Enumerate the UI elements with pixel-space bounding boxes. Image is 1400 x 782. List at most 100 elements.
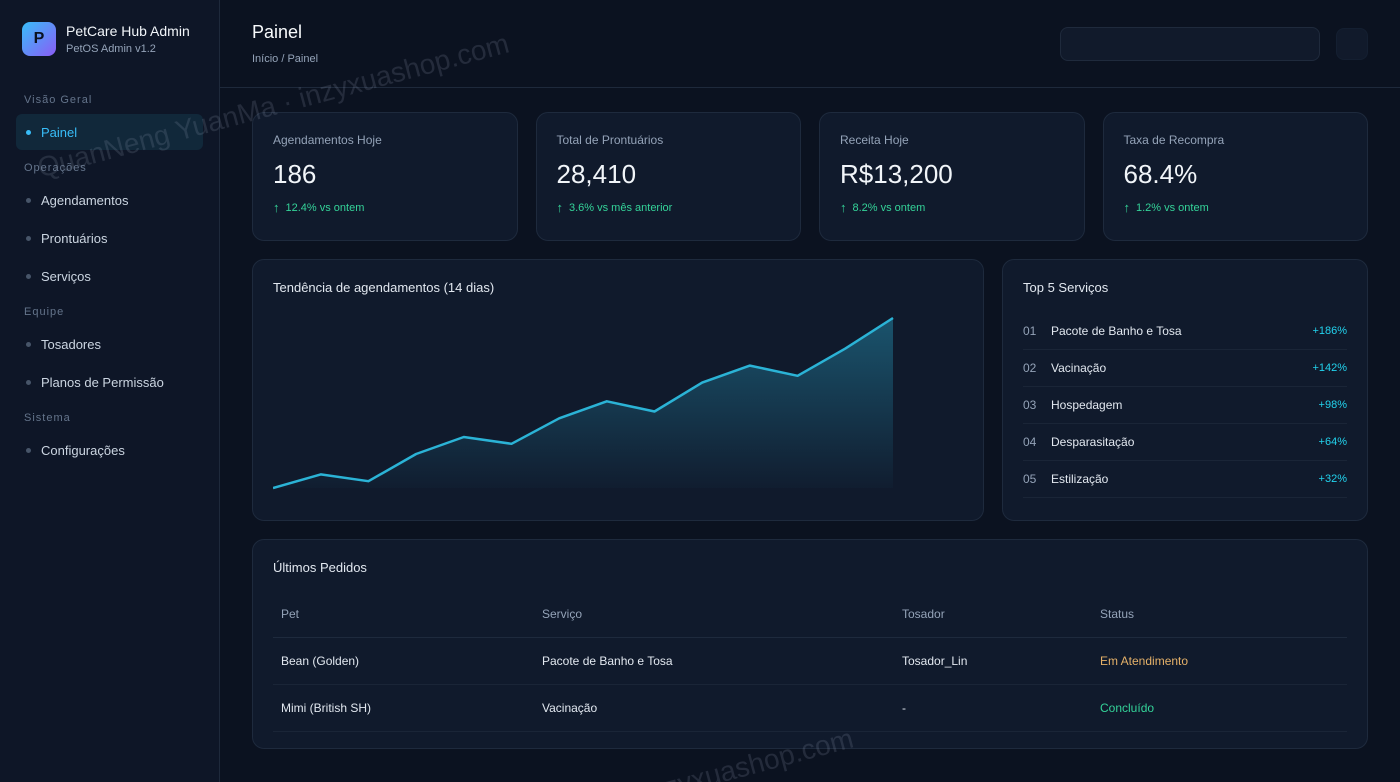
brand-logo: P [22, 22, 56, 56]
arrow-up-icon: ↑ [840, 200, 847, 215]
service-rank: 05 [1023, 472, 1037, 486]
cell-groomer: Tosador_Lin [894, 637, 1092, 685]
chart-series-line [273, 316, 894, 490]
stat-value: 28,410 [556, 159, 637, 189]
chart-point [653, 410, 657, 414]
arrow-up-icon: ↑ [273, 200, 280, 215]
sidebar-item-servicos[interactable]: Serviços [16, 258, 203, 294]
orders-table: Pet Serviço Tosador Status Bean (Golden)… [273, 591, 1347, 732]
sidebar-item-configuracoes[interactable]: Configurações [16, 432, 203, 468]
nav-dot-icon [26, 129, 31, 135]
stat-label: Agendamentos Hoje [273, 133, 382, 147]
top-services-card: Top 5 Serviços 01 Pacote de Banho e Tosa… [1002, 259, 1368, 521]
service-name: Estilização [1051, 472, 1109, 486]
nav-section-overview: Visão Geral [24, 94, 93, 106]
stat-change-text: 12.4% vs ontem [285, 201, 365, 214]
orders-title: Últimos Pedidos [273, 560, 367, 575]
chart-point [748, 364, 752, 368]
column-header-status: Status [1092, 591, 1347, 638]
sidebar-item-agendamentos[interactable]: Agendamentos [16, 182, 203, 218]
stat-card-appointments: Agendamentos Hoje 186 ↑ 12.4% vs ontem [252, 112, 518, 241]
chart-point [700, 381, 704, 385]
table-header-row: Pet Serviço Tosador Status [273, 591, 1347, 638]
service-name: Pacote de Banho e Tosa [1051, 324, 1182, 338]
table-row[interactable]: Mimi (British SH) Vacinação - Concluído [273, 684, 1347, 732]
service-change: +64% [1318, 436, 1347, 448]
status-badge: Concluído [1092, 684, 1347, 732]
nav-dot-icon [26, 197, 31, 203]
list-item[interactable]: 04 Desparasitação +64% [1023, 424, 1347, 461]
service-name: Hospedagem [1051, 398, 1123, 412]
page-title: Painel [252, 22, 303, 42]
column-header-service: Serviço [534, 591, 894, 638]
nav-dot-icon [26, 447, 31, 453]
sidebar-item-planos-permissao[interactable]: Planos de Permissão [16, 364, 203, 400]
stat-label: Taxa de Recompra [1123, 133, 1225, 147]
chart-point [605, 399, 609, 403]
sidebar-item-label: Painel [41, 124, 78, 140]
topbar: Painel Início / Painel [220, 0, 1400, 88]
breadcrumb: Início / Painel [252, 53, 319, 65]
column-header-pet: Pet [273, 591, 534, 638]
top-services-title: Top 5 Serviços [1023, 280, 1109, 295]
stat-change-text: 3.6% vs mês anterior [569, 201, 673, 214]
list-item[interactable]: 03 Hospedagem +98% [1023, 387, 1347, 424]
cell-pet: Mimi (British SH) [273, 684, 534, 732]
list-item[interactable]: 02 Vacinação +142% [1023, 350, 1347, 387]
brand-subtitle: PetOS Admin v1.2 [66, 43, 156, 55]
chart-point [796, 374, 800, 378]
search-input[interactable] [1060, 27, 1320, 61]
stat-label: Total de Prontuários [556, 133, 664, 147]
main-area: Painel Início / Painel Agendamentos Hoje… [220, 0, 1400, 782]
service-name: Vacinação [1051, 361, 1107, 375]
nav-dot-icon [26, 379, 31, 385]
service-name: Desparasitação [1051, 435, 1135, 449]
sidebar-item-label: Planos de Permissão [41, 374, 164, 390]
nav-dot-icon [26, 341, 31, 347]
sidebar-item-label: Serviços [41, 268, 91, 284]
stat-card-repurchase: Taxa de Recompra 68.4% ↑ 1.2% vs ontem [1102, 112, 1368, 241]
stat-change-text: 1.2% vs ontem [1136, 201, 1209, 214]
service-change: +32% [1318, 473, 1347, 485]
stat-change: ↑ 3.6% vs mês anterior [557, 200, 781, 215]
nav-dot-icon [26, 273, 31, 279]
chart-point [414, 452, 418, 456]
service-change: +98% [1318, 399, 1347, 411]
stat-change: ↑ 1.2% vs ontem [1124, 200, 1348, 215]
sidebar-item-prontuarios[interactable]: Prontuários [16, 220, 203, 256]
stat-value: 68.4% [1123, 159, 1198, 189]
nav-section-operations: Operações [24, 162, 87, 174]
orders-card: Últimos Pedidos Pet Serviço Tosador Stat… [252, 539, 1368, 749]
service-rank: 01 [1023, 324, 1037, 338]
sidebar-item-label: Tosadores [41, 336, 101, 352]
arrow-up-icon: ↑ [1123, 200, 1131, 215]
chart-point [366, 479, 370, 483]
cell-pet: Bean (Golden) [273, 637, 534, 685]
chart-point [462, 435, 466, 439]
service-rank: 03 [1023, 398, 1037, 412]
service-change: +142% [1312, 362, 1347, 374]
nav-dot-icon [26, 235, 31, 241]
sidebar-item-label: Prontuários [41, 230, 108, 246]
notification-button[interactable] [1336, 28, 1368, 60]
stats-row: Agendamentos Hoje 186 ↑ 12.4% vs ontem T… [252, 112, 1368, 241]
sidebar-item-painel[interactable]: Painel [16, 114, 203, 150]
sidebar-item-tosadores[interactable]: Tosadores [16, 326, 203, 362]
table-row[interactable]: Bean (Golden) Pacote de Banho e Tosa Tos… [273, 637, 1347, 685]
chart-point [319, 472, 323, 476]
chart-point [891, 316, 895, 320]
trend-chart-card: Tendência de agendamentos (14 dias) [252, 259, 984, 521]
cell-service: Pacote de Banho e Tosa [534, 637, 894, 685]
chart-point [843, 347, 847, 351]
brand: P PetCare Hub Admin PetOS Admin v1.2 [16, 22, 203, 56]
stat-change: ↑ 8.2% vs ontem [840, 200, 1064, 215]
nav-section-system: Sistema [24, 412, 71, 424]
cell-service: Vacinação [534, 684, 894, 732]
list-item[interactable]: 01 Pacote de Banho e Tosa +186% [1023, 313, 1347, 350]
trend-chart [273, 316, 895, 490]
stat-value: 186 [273, 159, 317, 189]
list-item[interactable]: 05 Estilização +32% [1023, 461, 1347, 498]
stat-change-text: 8.2% vs ontem [852, 201, 926, 214]
top-services-list: 01 Pacote de Banho e Tosa +186% 02 Vacin… [1023, 313, 1347, 498]
arrow-up-icon: ↑ [556, 200, 564, 215]
